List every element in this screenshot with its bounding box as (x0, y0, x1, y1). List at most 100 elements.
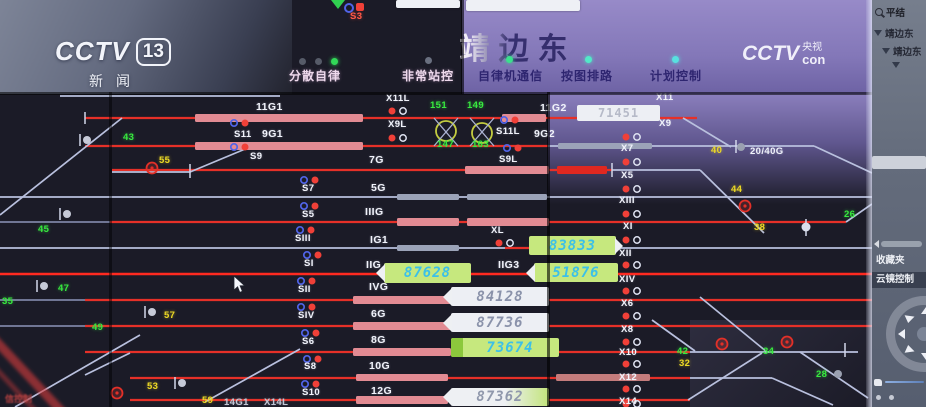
diagram-label: 7G (369, 154, 384, 166)
mini-slider[interactable] (874, 240, 922, 248)
tree-scrollbar[interactable] (872, 156, 926, 169)
diagram-label: 32 (679, 358, 691, 369)
mouse-cursor (233, 276, 246, 293)
watermark-line2: con (802, 51, 826, 67)
channel-caption: 新闻 (89, 73, 143, 89)
train-window-box (466, 0, 580, 11)
status-mode-label: 非常站控 (402, 69, 455, 83)
dpad-up-icon[interactable] (921, 307, 926, 314)
diagram-label: 11G2 (540, 102, 567, 114)
diagram-label: IIIG (365, 206, 384, 218)
diagram-label: 40 (711, 145, 723, 156)
camera-tree-item[interactable] (892, 62, 900, 68)
signal-lamp-icon (344, 3, 354, 13)
station-title: 靖边东 (428, 24, 608, 68)
channel-number-badge: 13 (135, 37, 171, 66)
camera-panel: 平结 靖边东 靖边东 收藏夹 云镜控制 (872, 0, 926, 407)
diagram-label: 149 (467, 100, 485, 111)
diagram-label: X6 (621, 298, 634, 309)
slider-track (885, 380, 924, 384)
favorites-section[interactable]: 收藏夹 (876, 255, 905, 266)
panel-buttons[interactable] (876, 395, 894, 400)
ptz-dpad[interactable] (886, 296, 926, 372)
diagram-label: S10 (302, 387, 321, 398)
diagram-label: 11G1 (256, 101, 283, 113)
diagram-label: X14L (264, 397, 289, 407)
diagram-label: X10 (619, 347, 638, 358)
diagram-label: 53 (147, 381, 159, 392)
status-led (315, 58, 322, 65)
camera-tree-item[interactable]: 靖边东 (882, 44, 922, 58)
tree-item-label: 靖边东 (893, 47, 922, 58)
diagram-label: X8 (621, 324, 634, 335)
status-mode-label: 分散自律 (289, 69, 342, 83)
camera-tree-item[interactable]: 靖边东 (874, 26, 914, 40)
diagram-label: 8G (371, 334, 386, 346)
zoom-slider[interactable] (874, 378, 924, 386)
train-number-box[interactable]: 51876 (534, 263, 618, 282)
train-number-box[interactable]: 83833 (529, 236, 616, 255)
dpad-upleft-icon[interactable] (902, 310, 915, 324)
diagram-label: S9L (499, 154, 518, 165)
ptz-control-section[interactable]: 云镜控制 (872, 272, 926, 288)
diagram-label: X12 (619, 372, 638, 383)
train-number-box[interactable]: 87628 (384, 263, 471, 283)
diagram-label: 47 (58, 283, 70, 294)
diagram-label: S9 (250, 151, 263, 162)
diagram-label: SI (304, 258, 314, 269)
status-mode-label: 按图排路 (561, 69, 614, 83)
dpad-downleft-icon[interactable] (902, 344, 915, 358)
screen-bezel (0, 92, 872, 95)
train-number-box[interactable]: 71451 (577, 105, 660, 121)
diagram-label: S6 (302, 336, 315, 347)
screen-bezel (547, 92, 550, 407)
diagram-label: XII (619, 248, 632, 259)
diagram-label: X7 (621, 143, 634, 154)
status-led (425, 57, 432, 64)
diagram-label: 9G2 (534, 128, 556, 140)
glare-overlay (0, 0, 292, 94)
diagram-label: 5G (371, 182, 386, 194)
arrow-left-icon (874, 240, 879, 248)
watermark-line1: 央视 (802, 41, 823, 53)
diagram-label: XIV (619, 274, 636, 285)
chevron-down-icon (882, 48, 890, 54)
signal-lamp-icon (356, 3, 364, 11)
diagram-label: 12G (371, 385, 393, 397)
diagram-label: SIII (295, 233, 311, 244)
diagram-label: SII (298, 284, 311, 295)
dpad-left-icon[interactable] (898, 329, 905, 339)
glare-overlay (462, 0, 872, 94)
diagram-label: X11L (386, 93, 410, 104)
camera-search[interactable]: 平结 (875, 5, 905, 19)
diagram-label: 147 (437, 139, 455, 150)
diagram-label: IG1 (370, 234, 389, 246)
diagram-label: IIG3 (498, 259, 520, 271)
search-icon (875, 8, 883, 16)
train-number-box[interactable]: 87736 (451, 313, 549, 332)
diagram-label: 20/40G (750, 146, 784, 157)
channel-logo: CCTV 13 新闻 (55, 36, 171, 91)
monitor-edge (866, 0, 872, 407)
diagram-label: 59 (202, 395, 214, 406)
diagram-label: 42 (677, 346, 689, 357)
ctc-video-wall: 靖边东 分散自律 非常站控 自律机通信 按图排路 计划控制 S3 11G1 9G1 S… (0, 0, 872, 407)
status-mode-label: 计划控制 (650, 69, 703, 83)
diagram-label: 10G (369, 360, 391, 372)
diagram-label: S3 (350, 11, 363, 22)
diagram-label: SIV (298, 310, 315, 321)
dpad-center[interactable] (917, 327, 926, 341)
status-led (672, 56, 679, 63)
diagram-label: 151 (430, 100, 448, 111)
diagram-label: 14G1 (224, 397, 249, 407)
diagram-label: IIG (366, 259, 382, 271)
train-window-box (396, 0, 460, 8)
train-number-box[interactable]: 87362 (451, 388, 549, 406)
train-number-box[interactable]: 73674 (451, 338, 559, 357)
chevron-down-icon (892, 62, 900, 68)
dpad-down-icon[interactable] (921, 353, 926, 360)
train-number-box[interactable]: 84128 (451, 287, 549, 306)
chevron-down-icon (874, 30, 882, 36)
diagram-label: 35 (2, 296, 14, 307)
